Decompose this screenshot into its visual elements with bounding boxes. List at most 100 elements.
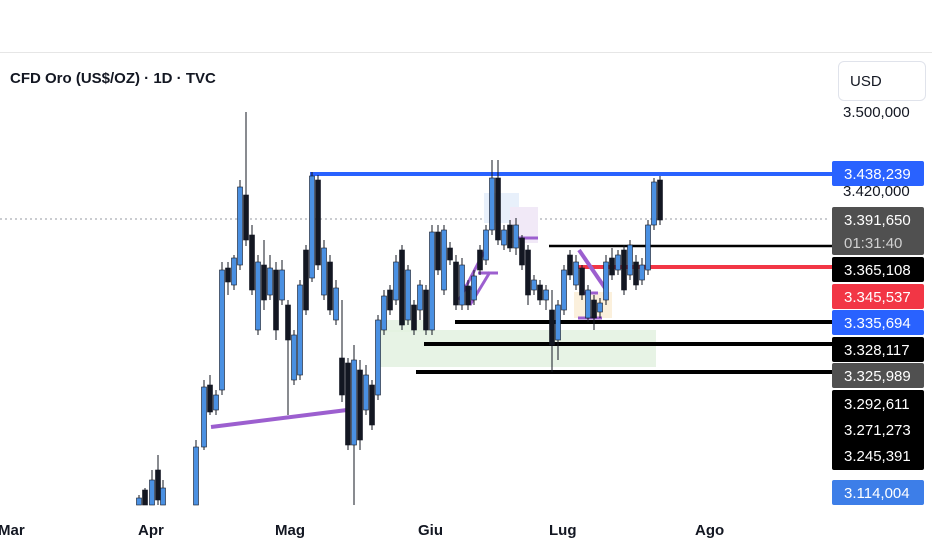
candle-body (243, 194, 249, 241)
price-label-3335-bg (832, 310, 924, 335)
candle-body (303, 249, 309, 311)
candle-body (136, 497, 142, 506)
candle-body (423, 289, 429, 331)
x-axis: Mar Apr Mag Giu Lug Ago (0, 522, 724, 539)
price-label-3345-bg (832, 284, 924, 309)
x-tick-apr: Apr (138, 522, 164, 539)
candle-body (447, 247, 453, 261)
price-label-3391-bg (832, 207, 924, 255)
candle-body (249, 234, 255, 291)
price-axis: 3.500,000 3.420,000 (843, 104, 910, 200)
price-label-3391: 3.391,650 (844, 212, 911, 229)
candle-body (345, 362, 351, 446)
price-label-3271: 3.271,273 (844, 422, 911, 439)
currency-button[interactable]: USD (838, 61, 926, 101)
candle-body (441, 229, 447, 291)
diag-line-july (577, 248, 607, 290)
candle-body (327, 261, 333, 311)
candle-body (237, 186, 243, 266)
candles (136, 112, 663, 506)
candle-body (429, 231, 435, 331)
level-lines (310, 172, 832, 374)
candle-body (537, 284, 543, 301)
candle-body (339, 357, 345, 396)
x-tick-giu: Giu (418, 522, 443, 539)
candle-body (633, 261, 639, 286)
candle-body (405, 269, 411, 321)
candle-body (573, 261, 579, 286)
price-label-3325-bg (832, 363, 924, 388)
candle-body (609, 257, 615, 276)
candle-body (201, 386, 207, 448)
candle-body (273, 269, 279, 331)
candle-body (639, 264, 645, 281)
candle-body (291, 334, 297, 381)
price-label-3438-bg (832, 161, 924, 186)
price-label-3292: 3.292,611 (844, 396, 910, 413)
x-tick-mag: Mag (275, 522, 305, 539)
price-label-3114: 3.114,004 (844, 485, 910, 502)
candle-body (525, 249, 531, 296)
candle-body (477, 249, 483, 271)
candle-body (213, 394, 219, 411)
candle-body (261, 264, 267, 301)
price-label-3335: 3.335,694 (844, 315, 911, 332)
countdown-label: 01:31:40 (844, 235, 902, 252)
candle-body (411, 304, 417, 331)
candle-body (513, 224, 519, 249)
candle-body (579, 267, 585, 296)
candle-body (489, 177, 495, 231)
candle-body (155, 469, 161, 501)
price-label-3328-bg (832, 337, 924, 362)
symbol-title: CFD Oro (US$/OZ) · 1D · TVC (10, 70, 216, 87)
candle-body (603, 261, 609, 301)
price-tick-3500: 3.500,000 (843, 104, 910, 121)
candle-body (531, 279, 537, 291)
candle-body (231, 257, 237, 286)
candle-body (555, 304, 561, 341)
price-label-3114-bg (832, 480, 924, 505)
candle-body (321, 247, 327, 296)
candle-body (621, 249, 627, 291)
candle-body (351, 359, 357, 446)
x-tick-lug: Lug (549, 522, 577, 539)
trend-line-april (210, 408, 348, 429)
candle-body (285, 304, 291, 341)
price-label-3245: 3.245,391 (844, 448, 911, 465)
price-tick-3420: 3.420,000 (843, 183, 910, 200)
candle-body (627, 244, 633, 276)
price-label-3438: 3.438,239 (844, 166, 911, 183)
candle-body (279, 269, 285, 301)
candle-body (387, 289, 393, 311)
candle-body (507, 224, 513, 249)
candle-body (357, 369, 363, 441)
candle-body (381, 295, 387, 331)
candle-body (267, 267, 273, 296)
candle-body (297, 284, 303, 376)
candle-body (393, 261, 399, 301)
candle-body (591, 299, 597, 319)
candle-body (495, 177, 501, 241)
candle-body (645, 224, 651, 271)
candle-body (543, 289, 549, 301)
candle-body (501, 229, 507, 246)
candle-body (435, 231, 441, 271)
candle-body (657, 179, 663, 221)
candle-body (465, 285, 471, 306)
candle-body (561, 269, 567, 311)
candle-body (149, 479, 155, 506)
toolbar-divider (0, 52, 932, 53)
candle-body (219, 269, 225, 391)
candle-body (193, 446, 199, 506)
candle-body (160, 487, 166, 506)
candle-body (519, 237, 525, 266)
candle-body (651, 181, 657, 226)
price-label-3365-bg (832, 257, 924, 282)
candle-body (459, 264, 465, 306)
candle-body (567, 254, 573, 276)
candle-body (255, 261, 261, 331)
candle-body (369, 384, 375, 426)
price-label-3328: 3.328,117 (844, 342, 910, 359)
